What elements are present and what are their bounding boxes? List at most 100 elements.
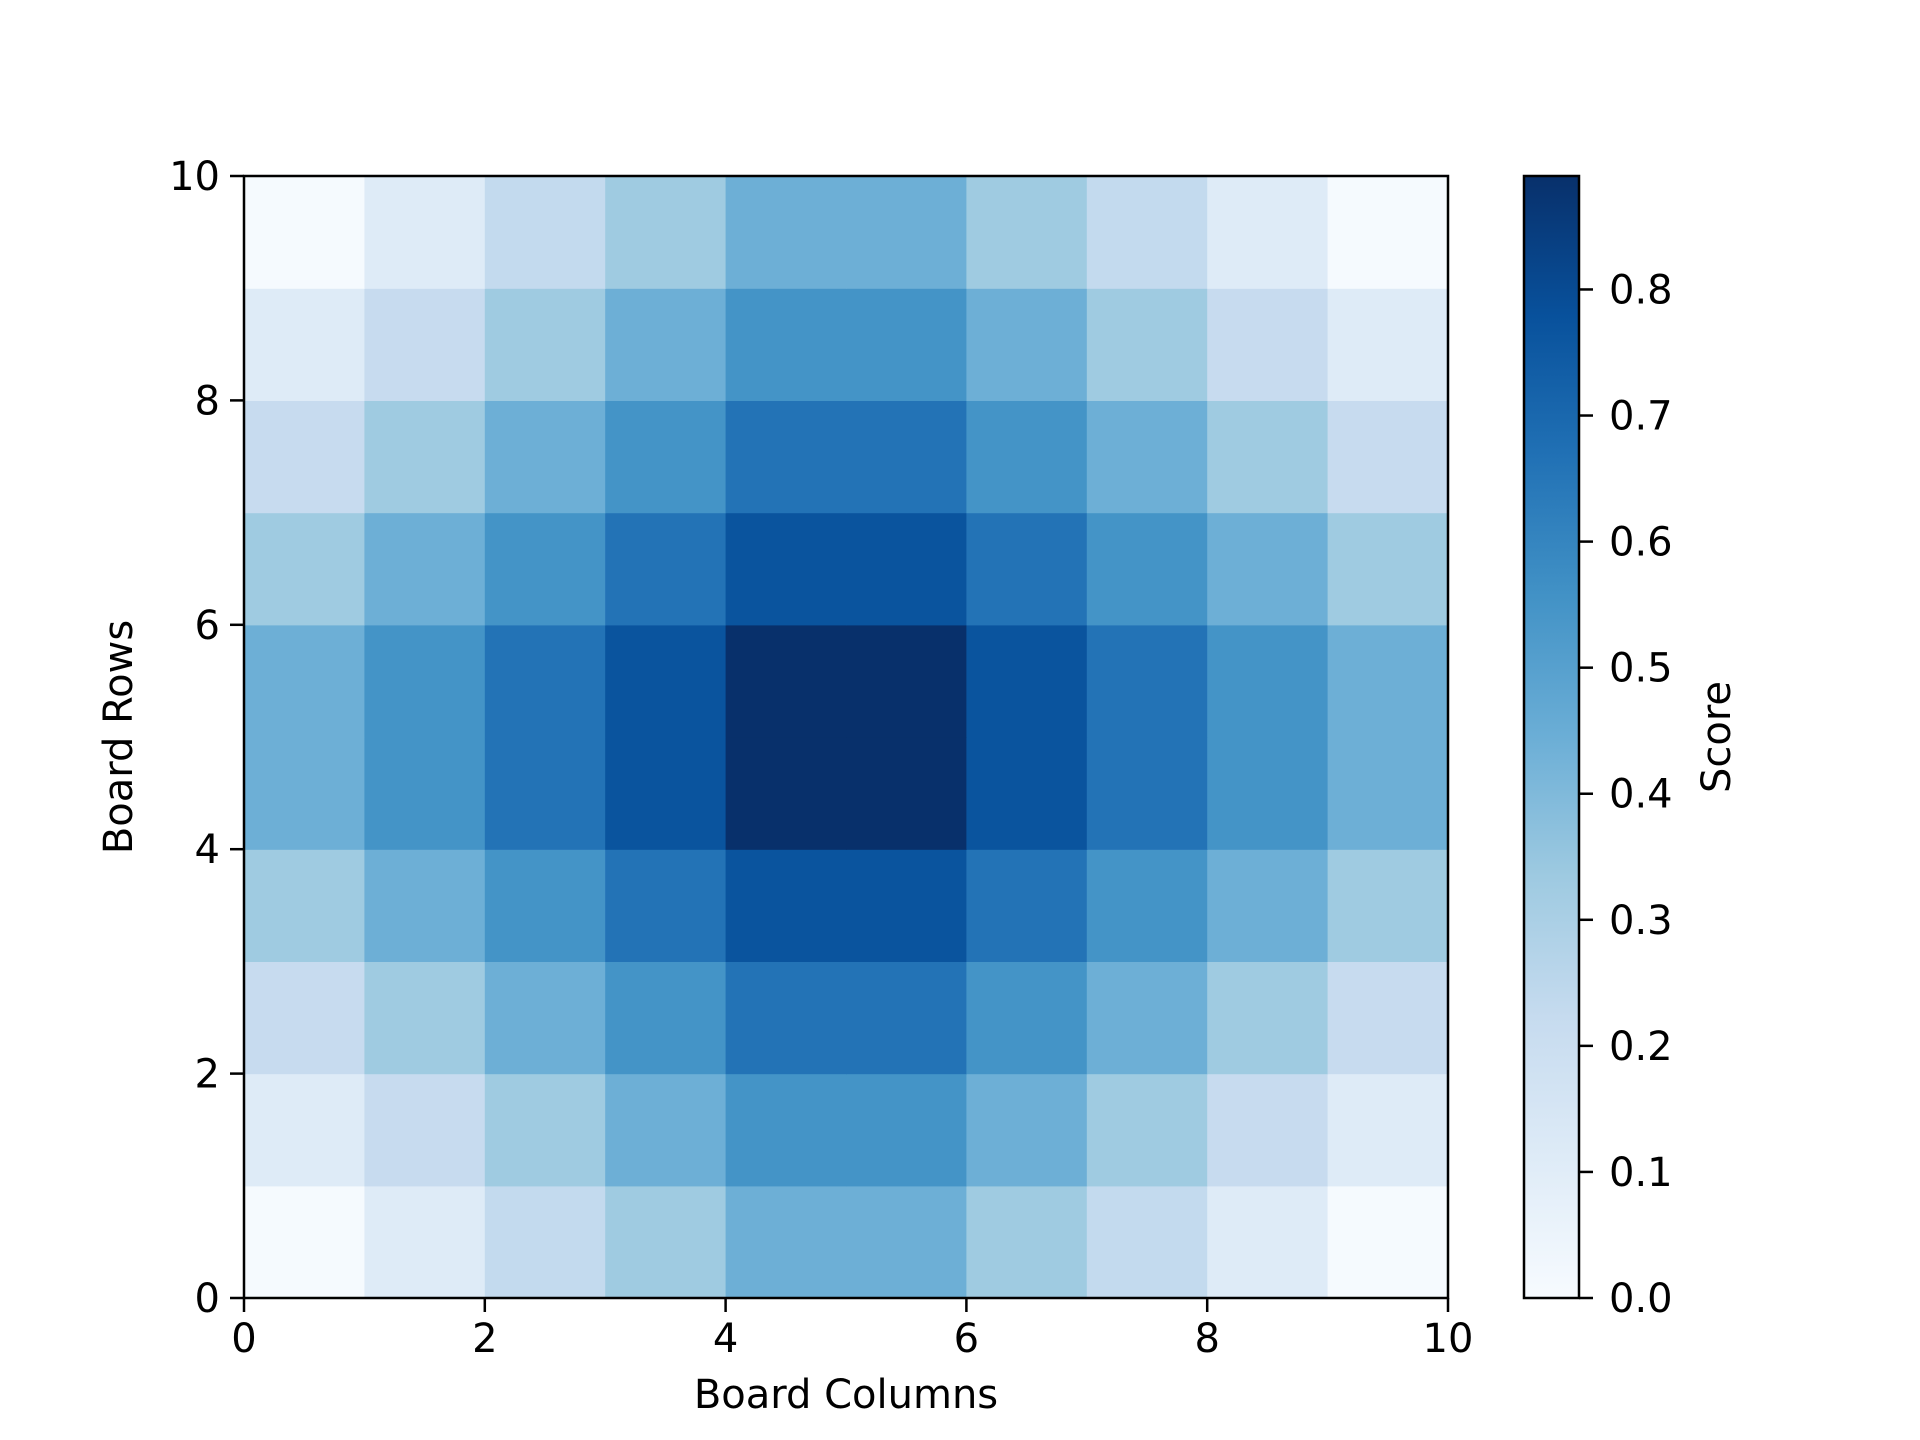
heatmap-cell — [846, 624, 967, 738]
heatmap-cell — [364, 849, 486, 962]
heatmap-cell — [1086, 624, 1208, 738]
heatmap-cell — [364, 1073, 486, 1187]
heatmap-cell — [846, 1185, 967, 1299]
heatmap-cell — [1327, 624, 1449, 738]
heatmap-cell — [846, 737, 967, 850]
heatmap-cell — [1207, 1073, 1329, 1187]
y-tick-label: 0 — [195, 1276, 220, 1322]
colorbar-ticks: 0.0 0.1 0.2 0.3 0.4 0.5 0.6 0.7 0.8 — [1579, 267, 1673, 1322]
heatmap-cell — [1327, 1185, 1449, 1299]
heatmap-cell — [1327, 849, 1449, 962]
heatmap-cell — [1207, 400, 1329, 514]
x-tick-label: 2 — [472, 1316, 497, 1362]
heatmap-cell — [1086, 512, 1208, 626]
colorbar-tick-label: 0.2 — [1609, 1024, 1673, 1070]
heatmap-cell — [364, 288, 486, 401]
heatmap-cell — [1207, 512, 1329, 626]
heatmap-cell — [966, 400, 1088, 514]
heatmap-cell — [1327, 961, 1449, 1075]
heatmap-cell — [484, 288, 606, 401]
heatmap-cell — [364, 512, 486, 626]
colorbar-label: Score — [1694, 681, 1740, 793]
heatmap-cell — [1086, 849, 1208, 962]
colorbar-tick-label: 0.8 — [1609, 267, 1673, 313]
y-tick-label: 4 — [195, 827, 220, 873]
heatmap-cell — [364, 400, 486, 514]
heatmap-cell — [1086, 1073, 1208, 1187]
heatmap-cell — [725, 624, 847, 738]
colorbar-tick-label: 0.3 — [1609, 898, 1673, 944]
heatmap-cell — [484, 961, 606, 1075]
heatmap-cell — [1327, 176, 1449, 289]
heatmap-cell — [966, 512, 1088, 626]
y-tick-label: 6 — [195, 603, 220, 649]
heatmap-cell — [1327, 737, 1449, 850]
heatmap-cell — [966, 849, 1088, 962]
heatmap-cell — [484, 176, 606, 289]
colorbar — [1524, 176, 1579, 1298]
heatmap-cell — [725, 849, 847, 962]
heatmap-cell — [605, 288, 727, 401]
heatmap-cell — [605, 624, 727, 738]
heatmap-cell — [244, 737, 365, 850]
colorbar-tick-label: 0.4 — [1609, 772, 1673, 818]
heatmap-cell — [605, 961, 727, 1075]
heatmap-cell — [1207, 737, 1329, 850]
heatmap-cell — [1086, 737, 1208, 850]
heatmap-cell — [484, 400, 606, 514]
colorbar-tick-label: 0.6 — [1609, 520, 1673, 566]
heatmap-cell — [966, 1185, 1088, 1299]
heatmap-cell — [1207, 176, 1329, 289]
y-tick-label: 2 — [195, 1052, 220, 1098]
heatmap-cell — [846, 849, 967, 962]
heatmap-cell — [966, 624, 1088, 738]
heatmap-cell — [1327, 1073, 1449, 1187]
heatmap-cell — [1086, 1185, 1208, 1299]
colorbar-tick-label: 0.0 — [1609, 1276, 1673, 1322]
heatmap-cell — [725, 1185, 847, 1299]
heatmap-cell — [605, 400, 727, 514]
heatmap-cell — [244, 849, 365, 962]
heatmap-cell — [725, 1073, 847, 1187]
heatmap-cell — [244, 624, 365, 738]
heatmap-cell — [966, 288, 1088, 401]
heatmap-cell — [1207, 849, 1329, 962]
heatmap-cell — [605, 1073, 727, 1187]
colorbar-frame — [1522, 174, 1581, 1300]
heatmap-cell — [484, 1185, 606, 1299]
heatmap-cell — [244, 400, 365, 514]
heatmap-cell — [1207, 288, 1329, 401]
heatmap-cell — [725, 961, 847, 1075]
heatmap-cell — [846, 176, 967, 289]
heatmap-cells — [244, 176, 1449, 1299]
heatmap-cell — [1327, 288, 1449, 401]
heatmap-cell — [1207, 1185, 1329, 1299]
heatmap-cell — [605, 176, 727, 289]
heatmap-cell — [725, 288, 847, 401]
heatmap-cell — [725, 737, 847, 850]
colorbar-tick-label: 0.7 — [1609, 394, 1673, 440]
heatmap-cell — [364, 1185, 486, 1299]
heatmap-cell — [966, 176, 1088, 289]
heatmap-cell — [244, 961, 365, 1075]
x-tick-label: 0 — [231, 1316, 256, 1362]
heatmap-cell — [725, 176, 847, 289]
heatmap-cell — [364, 737, 486, 850]
heatmap-cell — [725, 512, 847, 626]
heatmap-cell — [244, 288, 365, 401]
heatmap-cell — [1086, 961, 1208, 1075]
y-tick-label: 8 — [195, 378, 220, 424]
heatmap-cell — [725, 400, 847, 514]
x-tick-label: 8 — [1194, 1316, 1219, 1362]
heatmap-cell — [966, 1073, 1088, 1187]
heatmap-cell — [1086, 400, 1208, 514]
heatmap-cell — [244, 176, 365, 289]
heatmap-cell — [846, 961, 967, 1075]
heatmap-cell — [605, 737, 727, 850]
heatmap-cell — [605, 849, 727, 962]
heatmap-cell — [484, 512, 606, 626]
heatmap-cell — [484, 737, 606, 850]
y-tick-label: 10 — [169, 154, 220, 200]
x-axis-label: Board Columns — [694, 1372, 998, 1418]
